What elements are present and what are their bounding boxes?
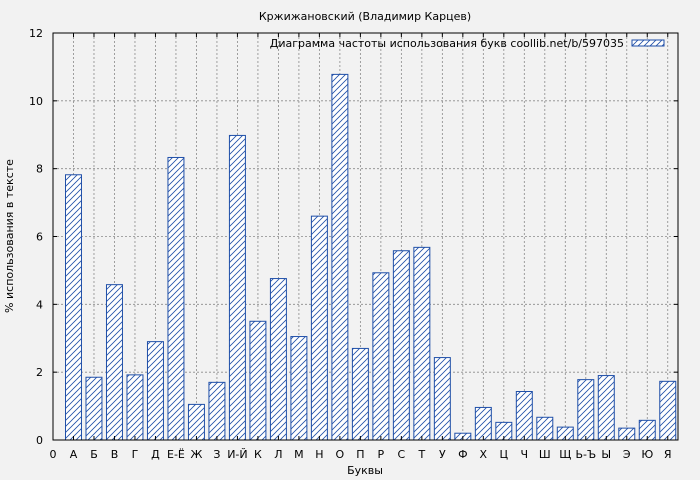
x-axis: 0 А Б В Г Д Е-Ё Ж З И-Й К Л М Н О П Р С Т У Ф Х Ц Ч Ш Щ Ь-Ъ Ы Э Ю Я [50, 33, 672, 461]
x-tick-label: Л [274, 448, 282, 461]
x-tick-label: Ш [539, 448, 551, 461]
x-tick-label: А [70, 448, 78, 461]
x-tick-label: Е-Ё [167, 448, 185, 461]
bar [474, 406, 492, 441]
bar [187, 403, 205, 441]
bar [228, 134, 246, 441]
bar [269, 278, 287, 441]
bar [249, 320, 267, 441]
y-tick-label: 10 [29, 95, 43, 108]
legend-swatch [631, 39, 665, 47]
bar [65, 174, 82, 441]
x-tick-label: Я [664, 448, 672, 461]
x-tick-label: В [111, 448, 119, 461]
bar [85, 376, 103, 441]
y-axis-label: % использования в тексте [3, 159, 16, 313]
bar [146, 341, 164, 441]
bar [351, 347, 369, 441]
bar [126, 374, 144, 441]
x-tick-label: Ж [191, 448, 203, 461]
x-tick-label: Д [151, 448, 160, 461]
x-tick-label: Ф [458, 448, 467, 461]
y-tick-label: 2 [36, 366, 43, 379]
x-tick-label: М [294, 448, 304, 461]
chart-title: Кржижановский (Владимир Карцев) [259, 10, 471, 23]
x-tick-label: Ч [521, 448, 529, 461]
bar [105, 284, 123, 441]
y-tick-label: 6 [36, 231, 43, 244]
x-tick-label: Ы [601, 448, 611, 461]
bar [413, 246, 431, 441]
x-tick-label: К [254, 448, 262, 461]
x-axis-label: Буквы [347, 464, 383, 477]
bar [372, 272, 390, 441]
legend-label: Диаграмма частоты использования букв coo… [270, 37, 624, 50]
bar [167, 156, 185, 441]
x-tick-label: Н [315, 448, 323, 461]
x-tick-label: У [439, 448, 446, 461]
y-tick-label: 8 [36, 163, 43, 176]
y-tick-label: 12 [29, 27, 43, 40]
x-tick-label: З [213, 448, 220, 461]
x-tick-label: Ц [500, 448, 509, 461]
x-tick-label: Т [417, 448, 425, 461]
x-tick-label: Р [378, 448, 385, 461]
bar [310, 215, 328, 441]
x-tick-label: Ь-Ъ [575, 448, 596, 461]
bar [331, 73, 349, 441]
x-origin-label: 0 [50, 448, 57, 461]
x-tick-label: С [398, 448, 406, 461]
x-tick-label: Э [623, 448, 631, 461]
bar [392, 250, 410, 441]
y-axis: 0 2 4 6 8 10 12 [29, 27, 678, 447]
bar [597, 375, 615, 441]
x-tick-label: Б [90, 448, 98, 461]
bar [515, 391, 533, 441]
y-tick-label: 0 [36, 434, 43, 447]
bar [290, 336, 308, 441]
x-tick-label: Х [480, 448, 488, 461]
x-tick-label: Г [132, 448, 139, 461]
x-tick-label: О [336, 448, 345, 461]
y-tick-label: 4 [36, 298, 43, 311]
x-tick-label: П [356, 448, 364, 461]
bar [577, 379, 595, 441]
bar [208, 381, 226, 441]
legend: Диаграмма частоты использования букв coo… [270, 37, 665, 50]
x-tick-label: Щ [559, 448, 571, 461]
x-tick-label: Ю [641, 448, 653, 461]
x-tick-label: И-Й [227, 448, 247, 461]
bar [659, 380, 677, 441]
bar [433, 357, 451, 441]
